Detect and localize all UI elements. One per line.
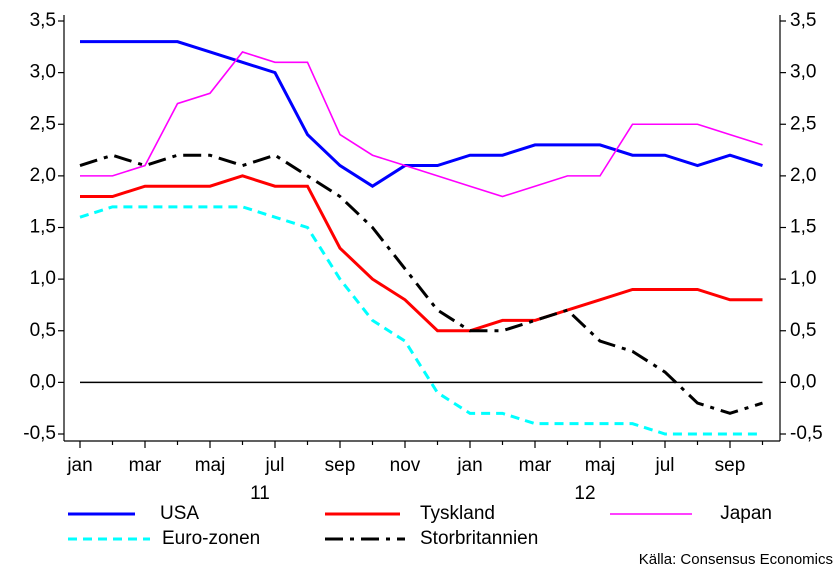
x-tick-label: mar <box>519 455 552 476</box>
y-tick-label: 3,5 <box>30 10 56 31</box>
y-tick-label: 0,5 <box>30 320 56 341</box>
series-line <box>79 153 763 415</box>
y-tick-label: 1,0 <box>30 268 56 289</box>
y-tick-label: -0,5 <box>23 423 56 444</box>
x-tick-label: mar <box>129 455 162 476</box>
y-tick-label: 2,0 <box>30 165 56 186</box>
x-tick-label: jan <box>66 455 92 476</box>
year-label: 12 <box>574 483 595 504</box>
x-tick-label: nov <box>390 455 421 476</box>
x-tick-label: maj <box>585 455 616 476</box>
y-tick-label: 1,5 <box>30 217 56 238</box>
source: Källa: Consensus Economics <box>639 551 833 568</box>
y2-tick-label: 0,0 <box>790 371 816 392</box>
series-line <box>80 174 763 333</box>
y-tick-label: 2,5 <box>30 113 56 134</box>
series-line <box>80 40 763 188</box>
y2-tick-label: 3,0 <box>790 62 816 83</box>
legend-label: Storbritannien <box>420 528 538 549</box>
x-tick-label: maj <box>195 455 226 476</box>
y2-tick-label: 2,5 <box>790 113 816 134</box>
y2-tick-label: 3,5 <box>790 10 816 31</box>
y2-tick-label: 2,0 <box>790 165 816 186</box>
y-tick-label: 3,0 <box>30 62 56 83</box>
y2-tick-label: -0,5 <box>790 423 823 444</box>
legend-label: Japan <box>720 503 772 524</box>
y2-tick-label: 0,5 <box>790 320 816 341</box>
legend-label: USA <box>160 503 199 524</box>
x-tick-label: jan <box>456 455 482 476</box>
x-tick-label: jul <box>654 455 674 476</box>
x-tick-label: sep <box>715 455 746 476</box>
y-tick-label: 0,0 <box>30 371 56 392</box>
year-label: 11 <box>250 483 270 504</box>
legend-label: Euro-zonen <box>162 528 260 549</box>
series-line <box>80 51 763 198</box>
legend-label: Tyskland <box>420 503 495 524</box>
x-tick-label: sep <box>325 455 356 476</box>
y2-tick-label: 1,5 <box>790 217 816 238</box>
x-tick-label: jul <box>264 455 284 476</box>
y2-tick-label: 1,0 <box>790 268 816 289</box>
series-line <box>79 205 763 436</box>
